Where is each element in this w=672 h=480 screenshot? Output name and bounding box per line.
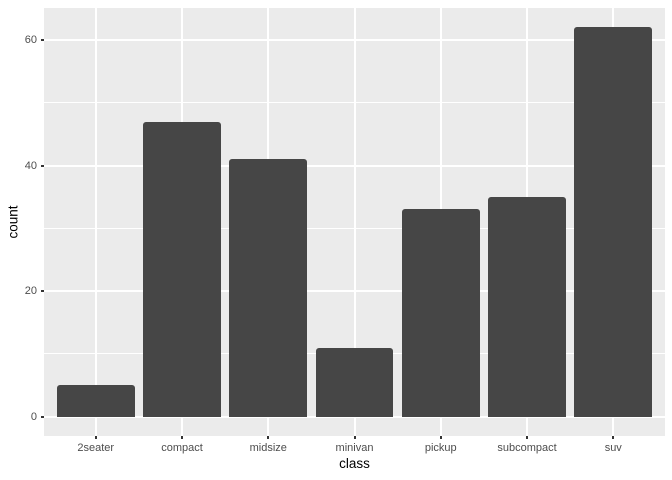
- x-tick-mark: [267, 436, 270, 439]
- y-tick-label: 0: [30, 410, 37, 423]
- y-tick-mark: [41, 39, 44, 41]
- bar-2seater: [56, 385, 135, 417]
- bar-midsize: [229, 159, 308, 417]
- y-axis-title: count: [5, 205, 21, 239]
- x-tick-label: minivan: [335, 442, 374, 454]
- x-tick-mark: [94, 436, 97, 439]
- bar-suv: [574, 27, 653, 417]
- x-tick-mark: [526, 436, 528, 439]
- y-tick-label: 20: [24, 285, 37, 298]
- x-tick-mark: [181, 436, 183, 439]
- bar-subcompact: [488, 196, 566, 417]
- gridline-major-x: [353, 8, 356, 436]
- y-tick-mark: [41, 415, 44, 418]
- x-tick-label: subcompact: [497, 442, 557, 454]
- y-tick-label: 60: [24, 34, 37, 46]
- bar-compact: [143, 121, 221, 417]
- x-tick-label: compact: [161, 442, 203, 454]
- plot-panel: [44, 8, 665, 436]
- x-tick-label: 2seater: [77, 442, 115, 454]
- x-tick-label: suv: [604, 442, 622, 454]
- y-tick-label: 40: [24, 159, 37, 172]
- x-tick-mark: [353, 436, 356, 439]
- y-tick-mark: [41, 164, 44, 167]
- x-tick-label: midsize: [249, 442, 287, 454]
- x-tick-label: pickup: [424, 442, 457, 454]
- gridline-major-x: [94, 8, 97, 436]
- y-tick-mark: [41, 290, 44, 293]
- x-tick-mark: [439, 436, 442, 439]
- x-axis-title: class: [339, 456, 370, 471]
- bar-minivan: [315, 347, 394, 417]
- x-tick-mark: [612, 436, 615, 439]
- bar-pickup: [401, 209, 480, 417]
